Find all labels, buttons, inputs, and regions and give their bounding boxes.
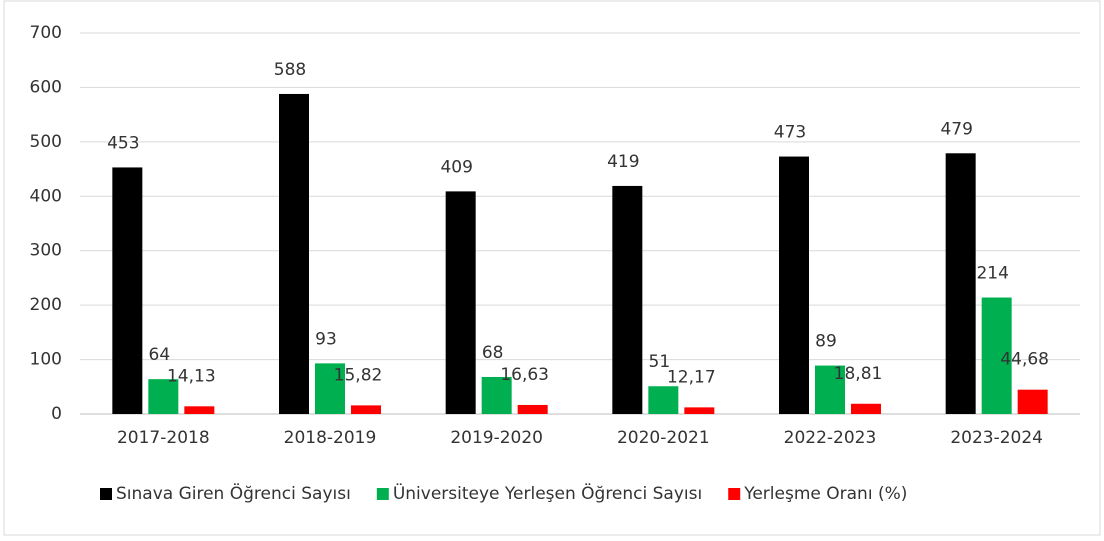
bar [148,379,179,414]
y-tick-label: 400 [30,186,62,206]
bar [851,403,881,414]
bar [112,167,143,414]
data-label: 68 [482,343,504,363]
data-label: 479 [940,119,972,139]
data-label: 44,68 [1000,350,1049,370]
y-tick-label: 600 [30,77,62,97]
bar [648,386,679,414]
data-label: 453 [107,133,139,153]
bar [779,156,809,414]
x-tick-label: 2019-2020 [450,428,543,448]
data-label: 409 [440,157,472,177]
data-label: 15,82 [334,365,383,385]
y-tick-label: 300 [30,241,62,261]
data-label: 473 [774,123,806,143]
bar [184,406,215,414]
bar [612,185,643,414]
legend-swatch [100,488,112,500]
bar [684,407,715,414]
x-tick-label: 2022-2023 [784,428,877,448]
x-tick-label: 2023-2024 [950,428,1043,448]
data-label: 12,17 [667,367,716,387]
data-label: 93 [315,329,337,349]
y-tick-label: 700 [30,23,62,43]
data-label: 64 [149,345,171,365]
data-label: 89 [815,332,837,352]
bar [279,93,309,415]
y-tick-label: 100 [30,350,62,370]
bar [351,405,381,414]
data-label: 419 [607,152,639,172]
y-tick-label: 500 [30,132,62,152]
x-tick-label: 2018-2019 [284,428,377,448]
bar [481,376,512,414]
legend-label: Üniversiteye Yerleşen Öğrenci Sayısı [393,482,702,504]
data-label: 14,13 [167,366,216,386]
y-tick-label: 0 [51,404,62,424]
bar [445,191,476,414]
legend-swatch [728,488,741,500]
bar [1017,389,1048,414]
legend-swatch [376,488,389,500]
bar [981,297,1012,414]
bar [815,365,845,414]
data-label: 16,63 [500,365,549,385]
y-tick-label: 200 [30,295,62,315]
legend-label: Yerleşme Oranı (%) [743,484,907,504]
data-label: 214 [976,264,1008,284]
x-tick-label: 2017-2018 [117,428,210,448]
bar [315,363,345,414]
chart-frame [3,0,1101,536]
data-label: 51 [649,352,671,372]
data-label: 588 [274,60,306,80]
bar [517,404,548,414]
legend-label: Sınava Giren Öğrenci Sayısı [116,482,351,504]
x-tick-label: 2020-2021 [617,428,710,448]
bar [945,153,976,414]
data-label: 18,81 [834,364,883,384]
